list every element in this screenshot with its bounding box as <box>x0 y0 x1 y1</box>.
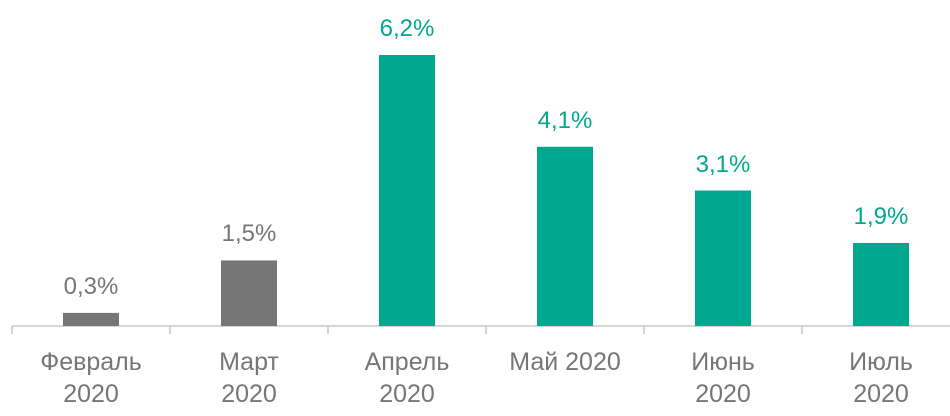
bar <box>63 312 119 326</box>
x-tick-label: Июль 2020 <box>849 348 913 408</box>
bar <box>853 242 909 326</box>
bar <box>537 146 593 326</box>
value-label: 1,5% <box>221 220 277 248</box>
bar <box>379 55 435 326</box>
value-label: 6,2% <box>379 15 435 42</box>
x-tick-label: Март 2020 <box>219 348 279 408</box>
x-tick-label: Июнь 2020 <box>691 348 755 408</box>
bar <box>695 190 751 326</box>
x-tick-label: Май 2020 <box>509 348 621 376</box>
value-label: 0,3% <box>63 272 119 300</box>
bar <box>221 260 277 326</box>
value-label: 3,1% <box>695 150 751 178</box>
x-tick-label: Февраль 2020 <box>40 348 142 408</box>
value-label: 1,9% <box>853 202 909 230</box>
x-tick-label: Апрель 2020 <box>364 348 450 408</box>
value-label: 4,1% <box>537 106 593 134</box>
